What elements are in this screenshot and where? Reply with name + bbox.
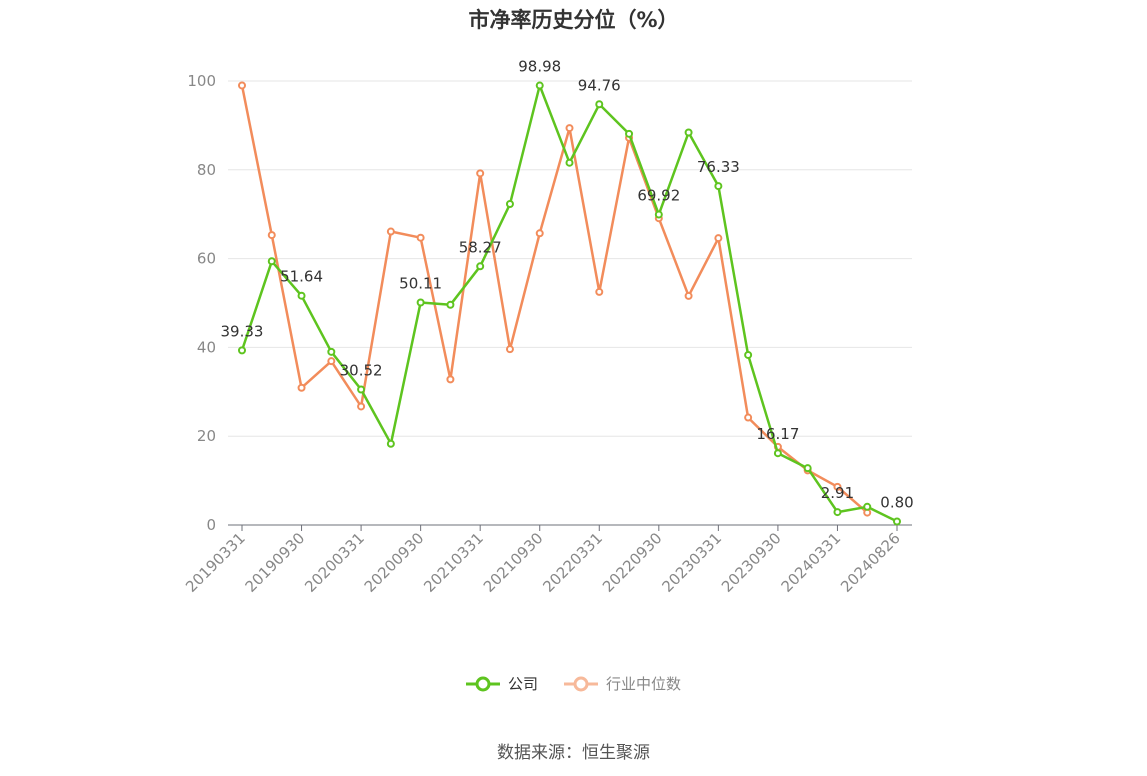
company-point <box>595 100 604 109</box>
company-point <box>773 449 782 458</box>
chart-title: 市净率历史分位（%） <box>468 8 679 32</box>
legend: 公司 行业中位数 <box>0 673 1147 694</box>
industry-point <box>535 229 544 238</box>
industry-point <box>684 291 693 300</box>
company-point <box>238 346 246 355</box>
company-point <box>625 129 634 138</box>
x-tick-label: 20200331 <box>301 529 368 596</box>
company-data-label: 39.33 <box>221 322 264 340</box>
industry-point <box>238 81 246 90</box>
industry-point <box>267 231 276 240</box>
legend-company-marker-icon <box>465 676 500 691</box>
industry-point <box>327 357 336 366</box>
company-data-label: 58.27 <box>459 238 502 256</box>
industry-point <box>505 345 514 354</box>
company-data-label: 69.92 <box>637 187 680 205</box>
industry-point <box>446 375 455 384</box>
x-tick-label: 20220930 <box>599 529 666 596</box>
company-point <box>267 257 276 266</box>
company-data-label: 51.64 <box>280 268 323 286</box>
legend-company-label: 公司 <box>507 675 538 693</box>
company-point <box>803 464 812 473</box>
company-data-label: 94.76 <box>578 76 621 94</box>
industry-point <box>476 169 485 178</box>
y-tick-label: 40 <box>197 338 216 356</box>
x-tick-label: 20220331 <box>539 529 606 596</box>
industry-point <box>595 287 604 296</box>
company-data-label: 2.91 <box>821 484 854 502</box>
legend-industry-marker-icon <box>564 676 598 691</box>
x-tick-label: 20240331 <box>778 529 845 596</box>
legend-item-company[interactable]: 公司 <box>465 673 538 694</box>
grid-layer <box>228 80 912 437</box>
series-layer <box>238 81 901 526</box>
company-line <box>240 84 898 523</box>
industry-point <box>357 402 366 411</box>
industry-point <box>714 234 723 243</box>
company-data-label: 98.98 <box>518 58 561 76</box>
company-point <box>863 502 872 511</box>
industry-line <box>240 85 869 514</box>
company-point <box>565 158 574 167</box>
company-point <box>357 385 366 394</box>
y-tick-label: 80 <box>197 161 216 179</box>
industry-point <box>416 233 425 242</box>
company-data-label: 50.11 <box>399 275 442 293</box>
company-point <box>446 300 455 309</box>
company-point <box>654 210 663 219</box>
y-tick-label: 0 <box>206 516 216 534</box>
x-tick-label: 20200930 <box>361 529 428 596</box>
company-data-label: 30.52 <box>340 361 383 379</box>
x-tick-label: 20210331 <box>420 529 487 596</box>
company-point <box>386 439 395 448</box>
x-tick-label: 20190331 <box>182 529 249 596</box>
x-tick-label: 20190930 <box>242 529 309 596</box>
company-point <box>505 199 514 208</box>
y-tick-label: 20 <box>197 427 216 445</box>
company-point <box>327 347 336 356</box>
company-point <box>833 508 842 517</box>
company-point <box>535 81 544 90</box>
data-source: 数据来源：恒生聚源 <box>497 743 650 763</box>
x-tick-label: 20230930 <box>718 529 785 596</box>
company-point <box>744 350 753 359</box>
y-tick-label: 60 <box>197 250 216 268</box>
x-tick-label: 20210930 <box>480 529 547 596</box>
company-data-label: 16.17 <box>756 425 799 443</box>
company-point <box>684 128 693 137</box>
legend-industry-label: 行业中位数 <box>606 675 682 693</box>
legend-item-industry[interactable]: 行业中位数 <box>564 673 681 694</box>
company-data-label: 0.80 <box>880 493 913 511</box>
x-tick-label: 20230331 <box>658 529 725 596</box>
company-point <box>297 291 306 300</box>
company-point <box>476 262 485 271</box>
label-layer: 39.33 51.64 30.52 50.11 58.27 98.98 94.76 69.92… <box>221 58 914 512</box>
company-point <box>893 517 901 526</box>
y-tick-label: 100 <box>187 72 216 90</box>
industry-point <box>297 383 306 392</box>
company-point <box>714 182 723 191</box>
x-tick-label: 20240826 <box>837 529 904 596</box>
industry-point <box>833 482 842 491</box>
industry-point <box>744 413 753 422</box>
industry-point <box>386 227 395 236</box>
industry-point <box>565 124 574 133</box>
company-point <box>416 298 425 307</box>
company-data-label: 76.33 <box>697 158 740 176</box>
